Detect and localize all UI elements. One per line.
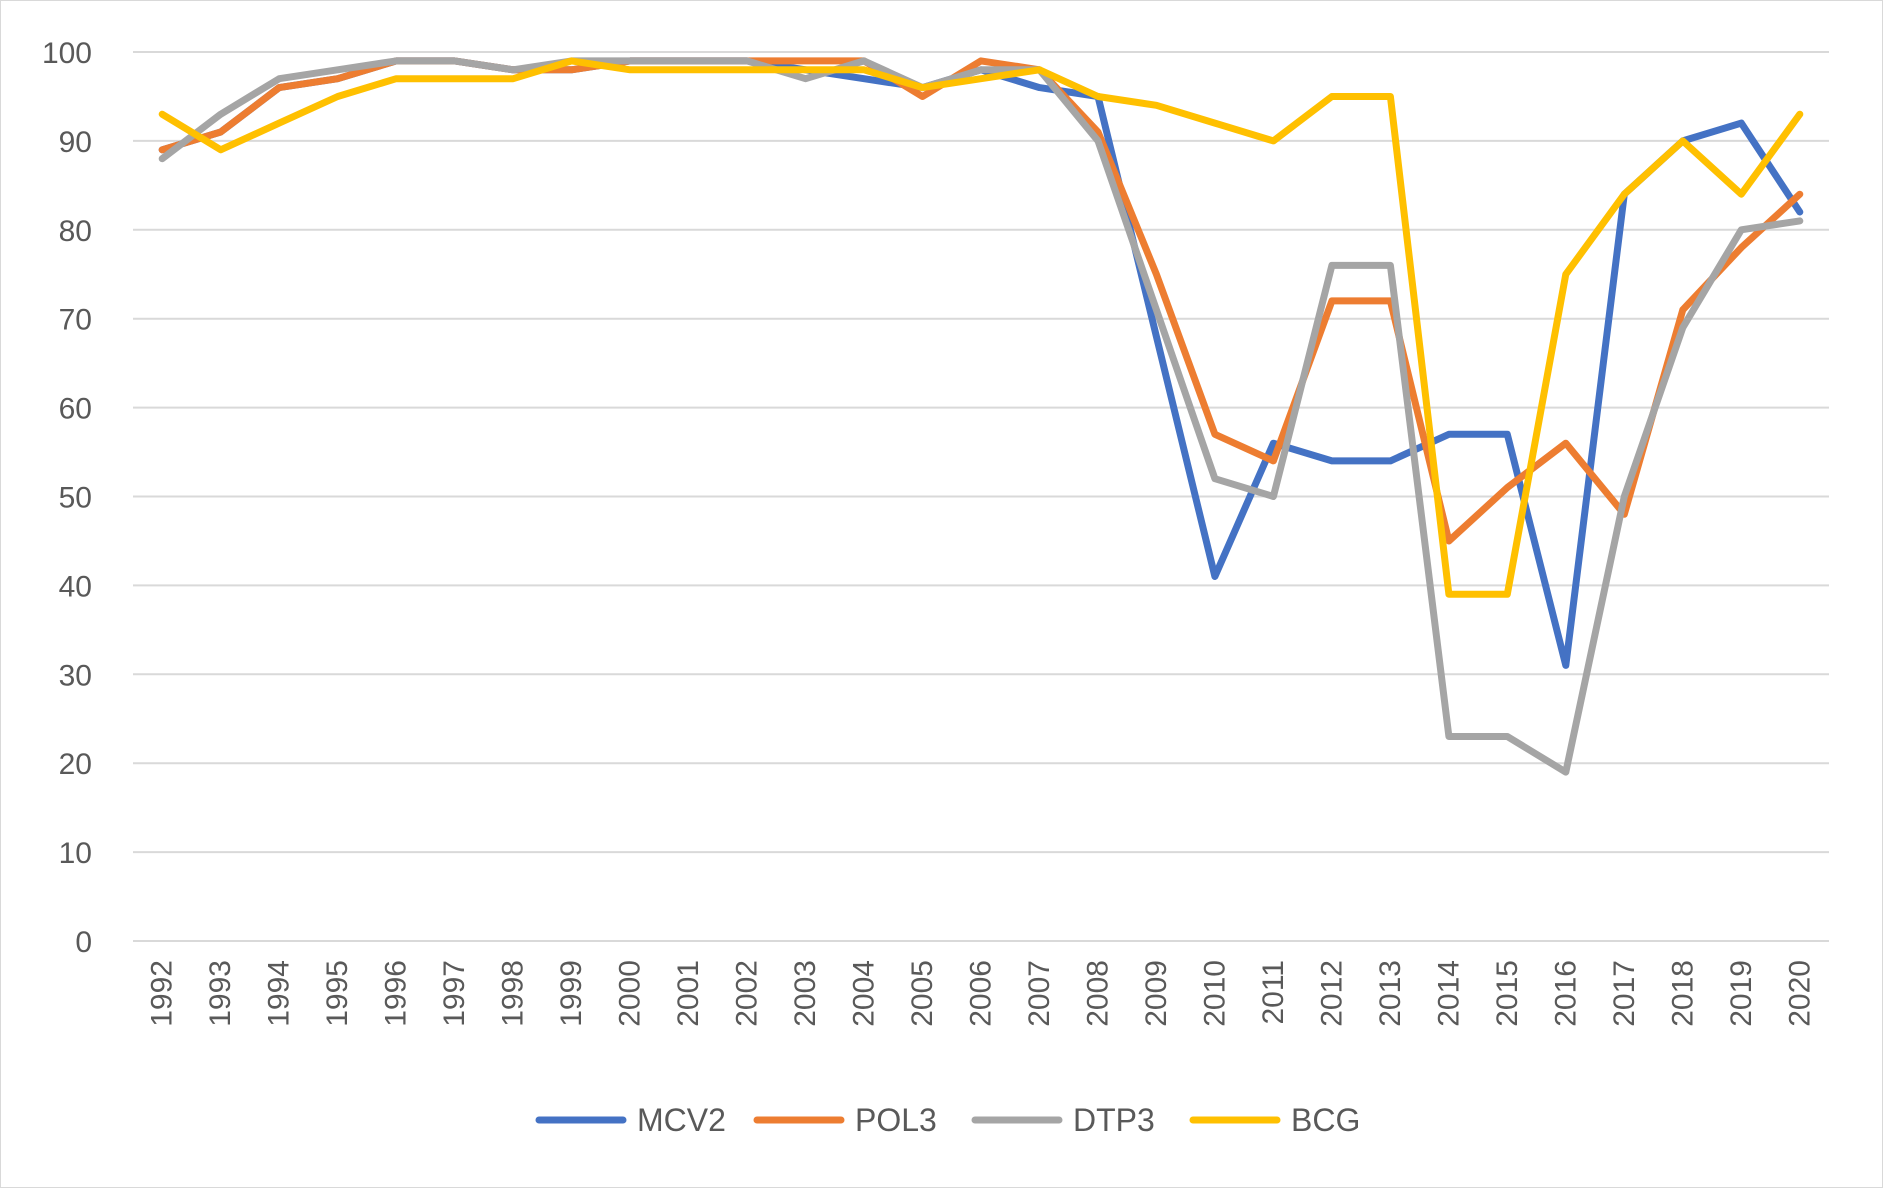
y-tick-label: 60 bbox=[59, 393, 92, 426]
x-tick-label: 2000 bbox=[614, 960, 647, 1027]
legend-label: DTP3 bbox=[1073, 1102, 1155, 1138]
legend: MCV2 POL3 DTP3 BCG bbox=[535, 1102, 1360, 1138]
series-line-bcg bbox=[158, 57, 1804, 598]
x-tick-label: 1998 bbox=[497, 960, 530, 1027]
x-tick-label: 1992 bbox=[146, 960, 179, 1027]
x-tick-label: 2014 bbox=[1432, 960, 1465, 1027]
legend-item-pol3: POL3 bbox=[753, 1102, 937, 1138]
x-tick-label: 1995 bbox=[321, 960, 354, 1027]
legend-item-bcg: BCG bbox=[1189, 1102, 1360, 1138]
x-tick-label: 2012 bbox=[1315, 960, 1348, 1027]
x-tick-label: 1999 bbox=[555, 960, 588, 1027]
x-tick-label: 2008 bbox=[1081, 960, 1114, 1027]
legend-label: MCV2 bbox=[637, 1102, 726, 1138]
x-tick-label: 2007 bbox=[1023, 960, 1056, 1027]
y-tick-label: 70 bbox=[59, 304, 92, 337]
series-line-dtp3 bbox=[158, 57, 1804, 776]
legend-item-mcv2: MCV2 bbox=[535, 1102, 726, 1138]
x-tick-label: 1996 bbox=[380, 960, 413, 1027]
x-tick-label: 1993 bbox=[204, 960, 237, 1027]
x-tick-label: 2003 bbox=[789, 960, 822, 1027]
y-tick-label: 10 bbox=[59, 837, 92, 870]
x-tick-label: 2005 bbox=[906, 960, 939, 1027]
y-axis-tick-labels: 0 10 20 30 40 50 60 70 80 90 100 bbox=[42, 37, 92, 959]
x-tick-label: 2017 bbox=[1608, 960, 1641, 1027]
x-tick-label: 1997 bbox=[438, 960, 471, 1027]
y-tick-label: 80 bbox=[59, 215, 92, 248]
y-tick-label: 100 bbox=[42, 37, 92, 70]
x-tick-label: 2018 bbox=[1666, 960, 1699, 1027]
y-tick-label: 40 bbox=[59, 570, 92, 603]
x-tick-label: 2019 bbox=[1725, 960, 1758, 1027]
x-tick-label: 2004 bbox=[848, 960, 881, 1027]
x-tick-label: 2011 bbox=[1257, 960, 1290, 1025]
series-lines bbox=[158, 57, 1804, 776]
x-tick-label: 1994 bbox=[263, 960, 296, 1027]
legend-label: BCG bbox=[1291, 1102, 1360, 1138]
x-tick-label: 2010 bbox=[1198, 960, 1231, 1027]
x-tick-label: 2013 bbox=[1374, 960, 1407, 1027]
series-line-pol3 bbox=[158, 57, 1804, 545]
x-tick-label: 2020 bbox=[1783, 960, 1816, 1027]
x-axis-tick-labels: 1992 1993 1994 1995 1996 1997 1998 1999 2000 2001… bbox=[146, 960, 1817, 1027]
gridlines bbox=[133, 51, 1829, 942]
x-tick-label: 2016 bbox=[1549, 960, 1582, 1027]
legend-item-dtp3: DTP3 bbox=[971, 1102, 1155, 1138]
x-tick-label: 2002 bbox=[731, 960, 764, 1027]
y-tick-label: 90 bbox=[59, 126, 92, 159]
y-tick-label: 50 bbox=[59, 482, 92, 515]
y-tick-label: 30 bbox=[59, 659, 92, 692]
legend-label: POL3 bbox=[855, 1102, 937, 1138]
y-tick-label: 0 bbox=[75, 926, 92, 959]
x-tick-label: 2015 bbox=[1491, 960, 1524, 1027]
y-tick-label: 20 bbox=[59, 748, 92, 781]
series-line-mcv2 bbox=[158, 57, 1804, 669]
x-tick-label: 2006 bbox=[965, 960, 998, 1027]
x-tick-label: 2001 bbox=[672, 960, 705, 1027]
x-tick-label: 2009 bbox=[1140, 960, 1173, 1027]
